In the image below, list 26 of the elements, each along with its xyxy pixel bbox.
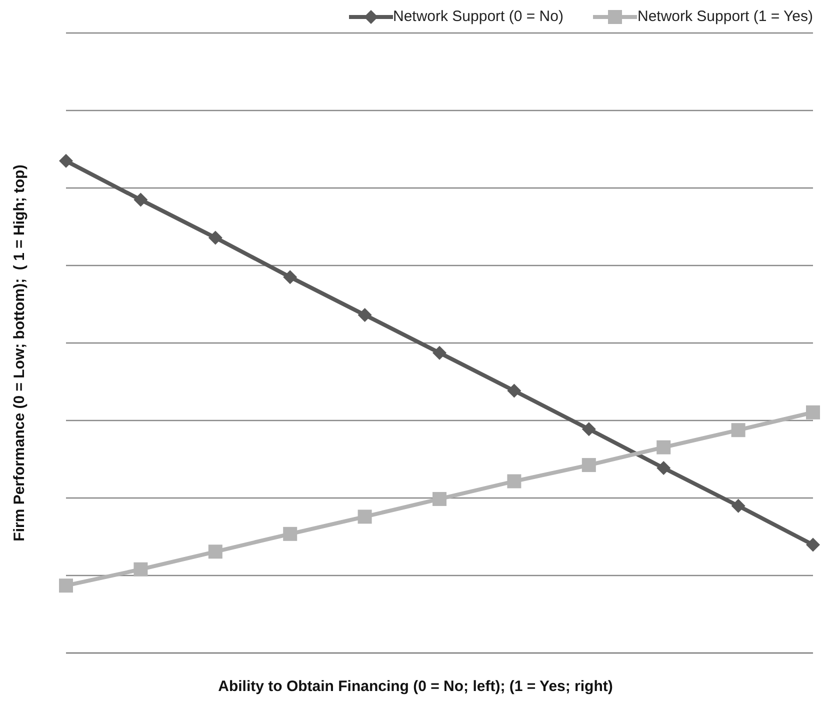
point <box>806 405 820 420</box>
legend-label: Network Support (0 = No) <box>392 8 564 25</box>
point <box>731 423 746 438</box>
point <box>507 384 522 398</box>
point <box>432 492 446 506</box>
legend-label: Network Support (1 = Yes) <box>637 8 813 25</box>
point <box>283 526 298 541</box>
point <box>134 562 148 576</box>
point <box>806 538 820 552</box>
point <box>656 460 671 475</box>
point <box>59 154 73 168</box>
point <box>208 230 222 245</box>
point <box>582 458 596 472</box>
point <box>432 346 446 360</box>
point <box>283 270 298 284</box>
point <box>656 440 671 454</box>
point <box>582 422 596 436</box>
point <box>59 578 73 593</box>
point <box>134 192 148 207</box>
point <box>731 498 746 513</box>
point <box>358 510 372 524</box>
x-axis-title: Ability to Obtain Financing (0 = No; left); (1 = Yes; right) <box>217 678 614 695</box>
point <box>208 544 222 559</box>
point <box>358 308 372 322</box>
y-axis-title: Firm Performance (0 = Low; bottom); ( 1 = High; top) <box>11 164 29 544</box>
point <box>507 474 522 488</box>
